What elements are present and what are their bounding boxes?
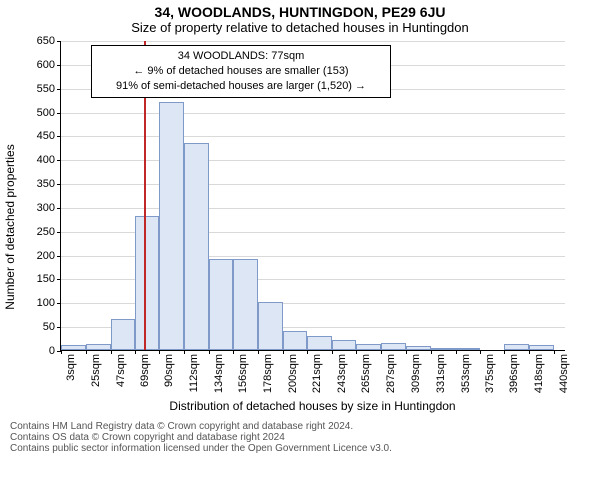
page-subtitle: Size of property relative to detached ho… [0,20,600,35]
xtick-mark [135,350,136,354]
annotation-line: 34 WOODLANDS: 77sqm [98,49,384,64]
ytick-label: 150 [37,273,61,285]
annotation-line: 91% of semi-detached houses are larger (… [98,79,384,94]
ytick-label: 100 [37,297,61,309]
gridline [61,136,565,137]
xtick-mark [504,350,505,354]
ytick-label: 650 [37,35,61,47]
histogram-bar [233,259,258,350]
xtick-label: 156sqm [237,354,249,393]
xtick-label: 112sqm [188,354,200,392]
histogram-bar [307,336,332,350]
xtick-label: 69sqm [139,354,151,387]
ytick-label: 400 [37,154,61,166]
xtick-label: 375sqm [484,354,496,393]
annotation-line: ← 9% of detached houses are smaller (153… [98,64,384,79]
gridline [61,113,565,114]
histogram-bar [159,102,184,350]
ytick-label: 450 [37,130,61,142]
histogram-bar [381,343,406,350]
histogram-bar [431,348,456,350]
xtick-mark [159,350,160,354]
xtick-mark [111,350,112,354]
ytick-label: 300 [37,202,61,214]
gridline [61,184,565,185]
xtick-mark [184,350,185,354]
ytick-label: 500 [37,107,61,119]
ytick-label: 50 [43,321,61,333]
xtick-label: 418sqm [533,354,545,393]
xtick-mark [431,350,432,354]
xtick-label: 309sqm [410,354,422,393]
xtick-label: 221sqm [311,354,323,393]
xtick-label: 25sqm [90,354,102,387]
ytick-label: 550 [37,83,61,95]
xtick-mark [456,350,457,354]
ytick-label: 350 [37,178,61,190]
gridline [61,208,565,209]
xtick-mark [258,350,259,354]
chart-container: Number of detached properties 0501001502… [60,41,600,413]
histogram-bar [86,344,111,350]
footer-line: Contains OS data © Crown copyright and d… [10,432,600,443]
gridline [61,41,565,42]
histogram-bar [283,331,307,350]
xtick-label: 396sqm [508,354,520,393]
plot-area: 0501001502002503003504004505005506006503… [60,41,565,351]
xtick-mark [554,350,555,354]
xtick-mark [283,350,284,354]
xtick-mark [529,350,530,354]
xtick-label: 440sqm [558,354,570,393]
gridline [61,160,565,161]
ytick-label: 250 [37,226,61,238]
xtick-label: 287sqm [385,354,397,393]
ytick-label: 0 [49,345,61,357]
ytick-label: 200 [37,250,61,262]
histogram-bar [135,216,159,350]
xtick-mark [86,350,87,354]
xtick-mark [406,350,407,354]
xtick-mark [61,350,62,354]
xtick-label: 3sqm [65,354,77,381]
xtick-mark [356,350,357,354]
histogram-bar [332,340,357,350]
xtick-label: 47sqm [115,354,127,387]
xtick-mark [233,350,234,354]
xtick-label: 134sqm [213,354,225,393]
xtick-label: 265sqm [360,354,372,393]
y-axis-label: Number of detached properties [3,144,17,309]
annotation-box: 34 WOODLANDS: 77sqm← 9% of detached hous… [91,45,391,98]
attribution-footer: Contains HM Land Registry data © Crown c… [10,421,600,454]
histogram-bar [406,346,431,350]
xtick-label: 353sqm [460,354,472,393]
histogram-bar [184,143,209,350]
x-axis-label: Distribution of detached houses by size … [60,399,565,413]
histogram-bar [529,345,554,350]
xtick-mark [480,350,481,354]
xtick-label: 331sqm [435,354,447,393]
histogram-bar [456,348,481,350]
footer-line: Contains public sector information licen… [10,443,600,454]
xtick-label: 178sqm [262,354,274,393]
histogram-bar [356,344,381,350]
xtick-label: 243sqm [336,354,348,393]
footer-line: Contains HM Land Registry data © Crown c… [10,421,600,432]
ytick-label: 600 [37,59,61,71]
xtick-label: 200sqm [287,354,299,393]
xtick-label: 90sqm [163,354,175,387]
page-title: 34, WOODLANDS, HUNTINGDON, PE29 6JU [0,4,600,20]
histogram-bar [61,345,86,350]
histogram-bar [209,259,234,350]
histogram-bar [111,319,136,350]
histogram-bar [504,344,529,350]
xtick-mark [209,350,210,354]
xtick-mark [307,350,308,354]
histogram-bar [258,302,283,350]
xtick-mark [381,350,382,354]
xtick-mark [332,350,333,354]
